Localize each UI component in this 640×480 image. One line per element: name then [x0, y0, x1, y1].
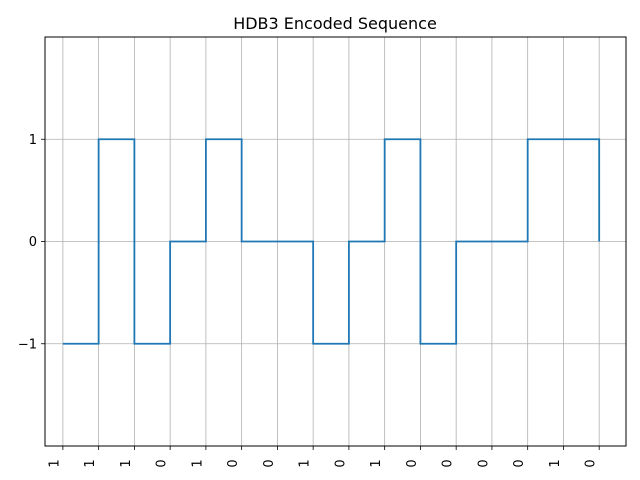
chart-title: HDB3 Encoded Sequence: [233, 14, 437, 33]
y-tick-label: −1: [18, 337, 37, 352]
x-tick-label: 1: [369, 459, 384, 467]
series-line: [62, 138, 601, 345]
grid-lines: [45, 37, 626, 446]
x-tick-label: 1: [298, 459, 313, 467]
x-tick-label: 1: [83, 459, 98, 467]
x-tick-label: 1: [119, 459, 134, 467]
x-tick-label: 0: [476, 459, 491, 467]
x-tick-label: 1: [190, 459, 205, 467]
x-tick-label: 0: [262, 459, 277, 467]
y-tick-label: 0: [29, 235, 37, 250]
series-layer: [62, 138, 601, 345]
x-tick-label: 1: [548, 459, 563, 467]
x-tick-label: 0: [512, 459, 527, 467]
x-tick-label: 0: [226, 459, 241, 467]
x-tick-label: 0: [441, 459, 456, 467]
x-tick-label: 0: [584, 459, 599, 467]
y-axis: −1 0 1: [18, 133, 45, 352]
x-tick-label: 0: [155, 459, 170, 467]
x-tick-label: 0: [405, 459, 420, 467]
y-tick-label: 1: [29, 133, 37, 148]
x-tick-label: 1: [47, 459, 62, 467]
x-axis: 1 1 1 0 1 0 0 1 0 1 0 0 0 0 1 0: [47, 446, 600, 468]
x-tick-label: 0: [333, 459, 348, 467]
